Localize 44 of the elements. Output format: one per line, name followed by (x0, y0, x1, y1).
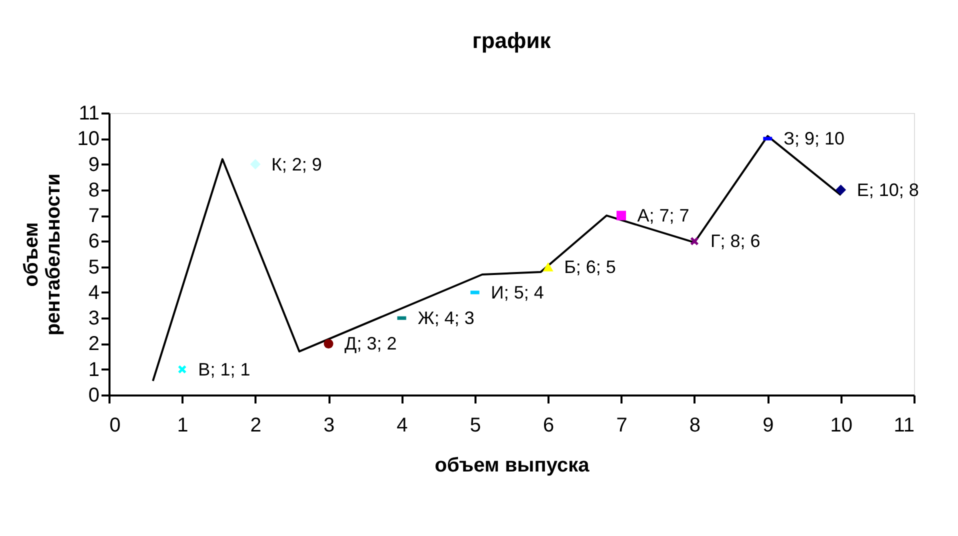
x-tick-label: 0 (110, 414, 121, 436)
point (616, 210, 626, 220)
x-tick-label: 11 (894, 414, 914, 436)
chart-title: график (472, 28, 552, 53)
data-label: Б; 6; 5 (564, 256, 616, 277)
data-label: Ж; 4; 3 (418, 308, 474, 328)
x-tick-label: 3 (323, 414, 335, 436)
data-label: В; 1; 1 (198, 359, 250, 380)
point (690, 236, 699, 246)
x-tick-label: 5 (470, 414, 481, 436)
y-tick-label: 9 (88, 154, 100, 176)
data-label: Д; 3; 2 (344, 334, 397, 354)
x-tick-label: 7 (616, 414, 628, 436)
point (324, 338, 334, 348)
y-tick-label: 10 (77, 128, 100, 150)
point (542, 262, 554, 272)
data-label: К; 2; 9 (271, 154, 322, 174)
y-tick-label: 3 (88, 308, 100, 330)
point (178, 364, 187, 374)
x-tick-label: 6 (543, 414, 554, 436)
x-tick-label: 8 (689, 414, 701, 436)
y-tick-label: 8 (88, 179, 100, 202)
x-tick-label: 2 (250, 414, 262, 436)
y-tick-label: 11 (78, 102, 100, 124)
x-tick-label: 9 (762, 414, 774, 436)
y-tick-label: 0 (88, 384, 100, 406)
x-tick-label: 10 (830, 414, 852, 436)
y-tick-label: 6 (88, 230, 100, 253)
y-tick-label: 2 (88, 333, 100, 356)
y-tick-label: 4 (88, 282, 100, 304)
y-tick-label: 1 (88, 358, 100, 381)
y-tick-label: 5 (88, 256, 100, 278)
point (836, 184, 846, 196)
data-label: А; 7; 7 (637, 206, 690, 226)
data-label: Е; 10; 8 (856, 180, 919, 200)
x-axis-title: объем выпуска (434, 454, 590, 476)
data-label: З; 9; 10 (784, 128, 845, 149)
data-label: Г; 8; 6 (710, 231, 760, 252)
data-label: И; 5; 4 (490, 282, 544, 302)
x-tick-label: 1 (177, 414, 188, 436)
y-axis-title: объем рентабельности (20, 173, 64, 336)
y-tick-label: 7 (88, 205, 100, 228)
point (250, 159, 261, 170)
x-tick-label: 4 (396, 414, 408, 436)
